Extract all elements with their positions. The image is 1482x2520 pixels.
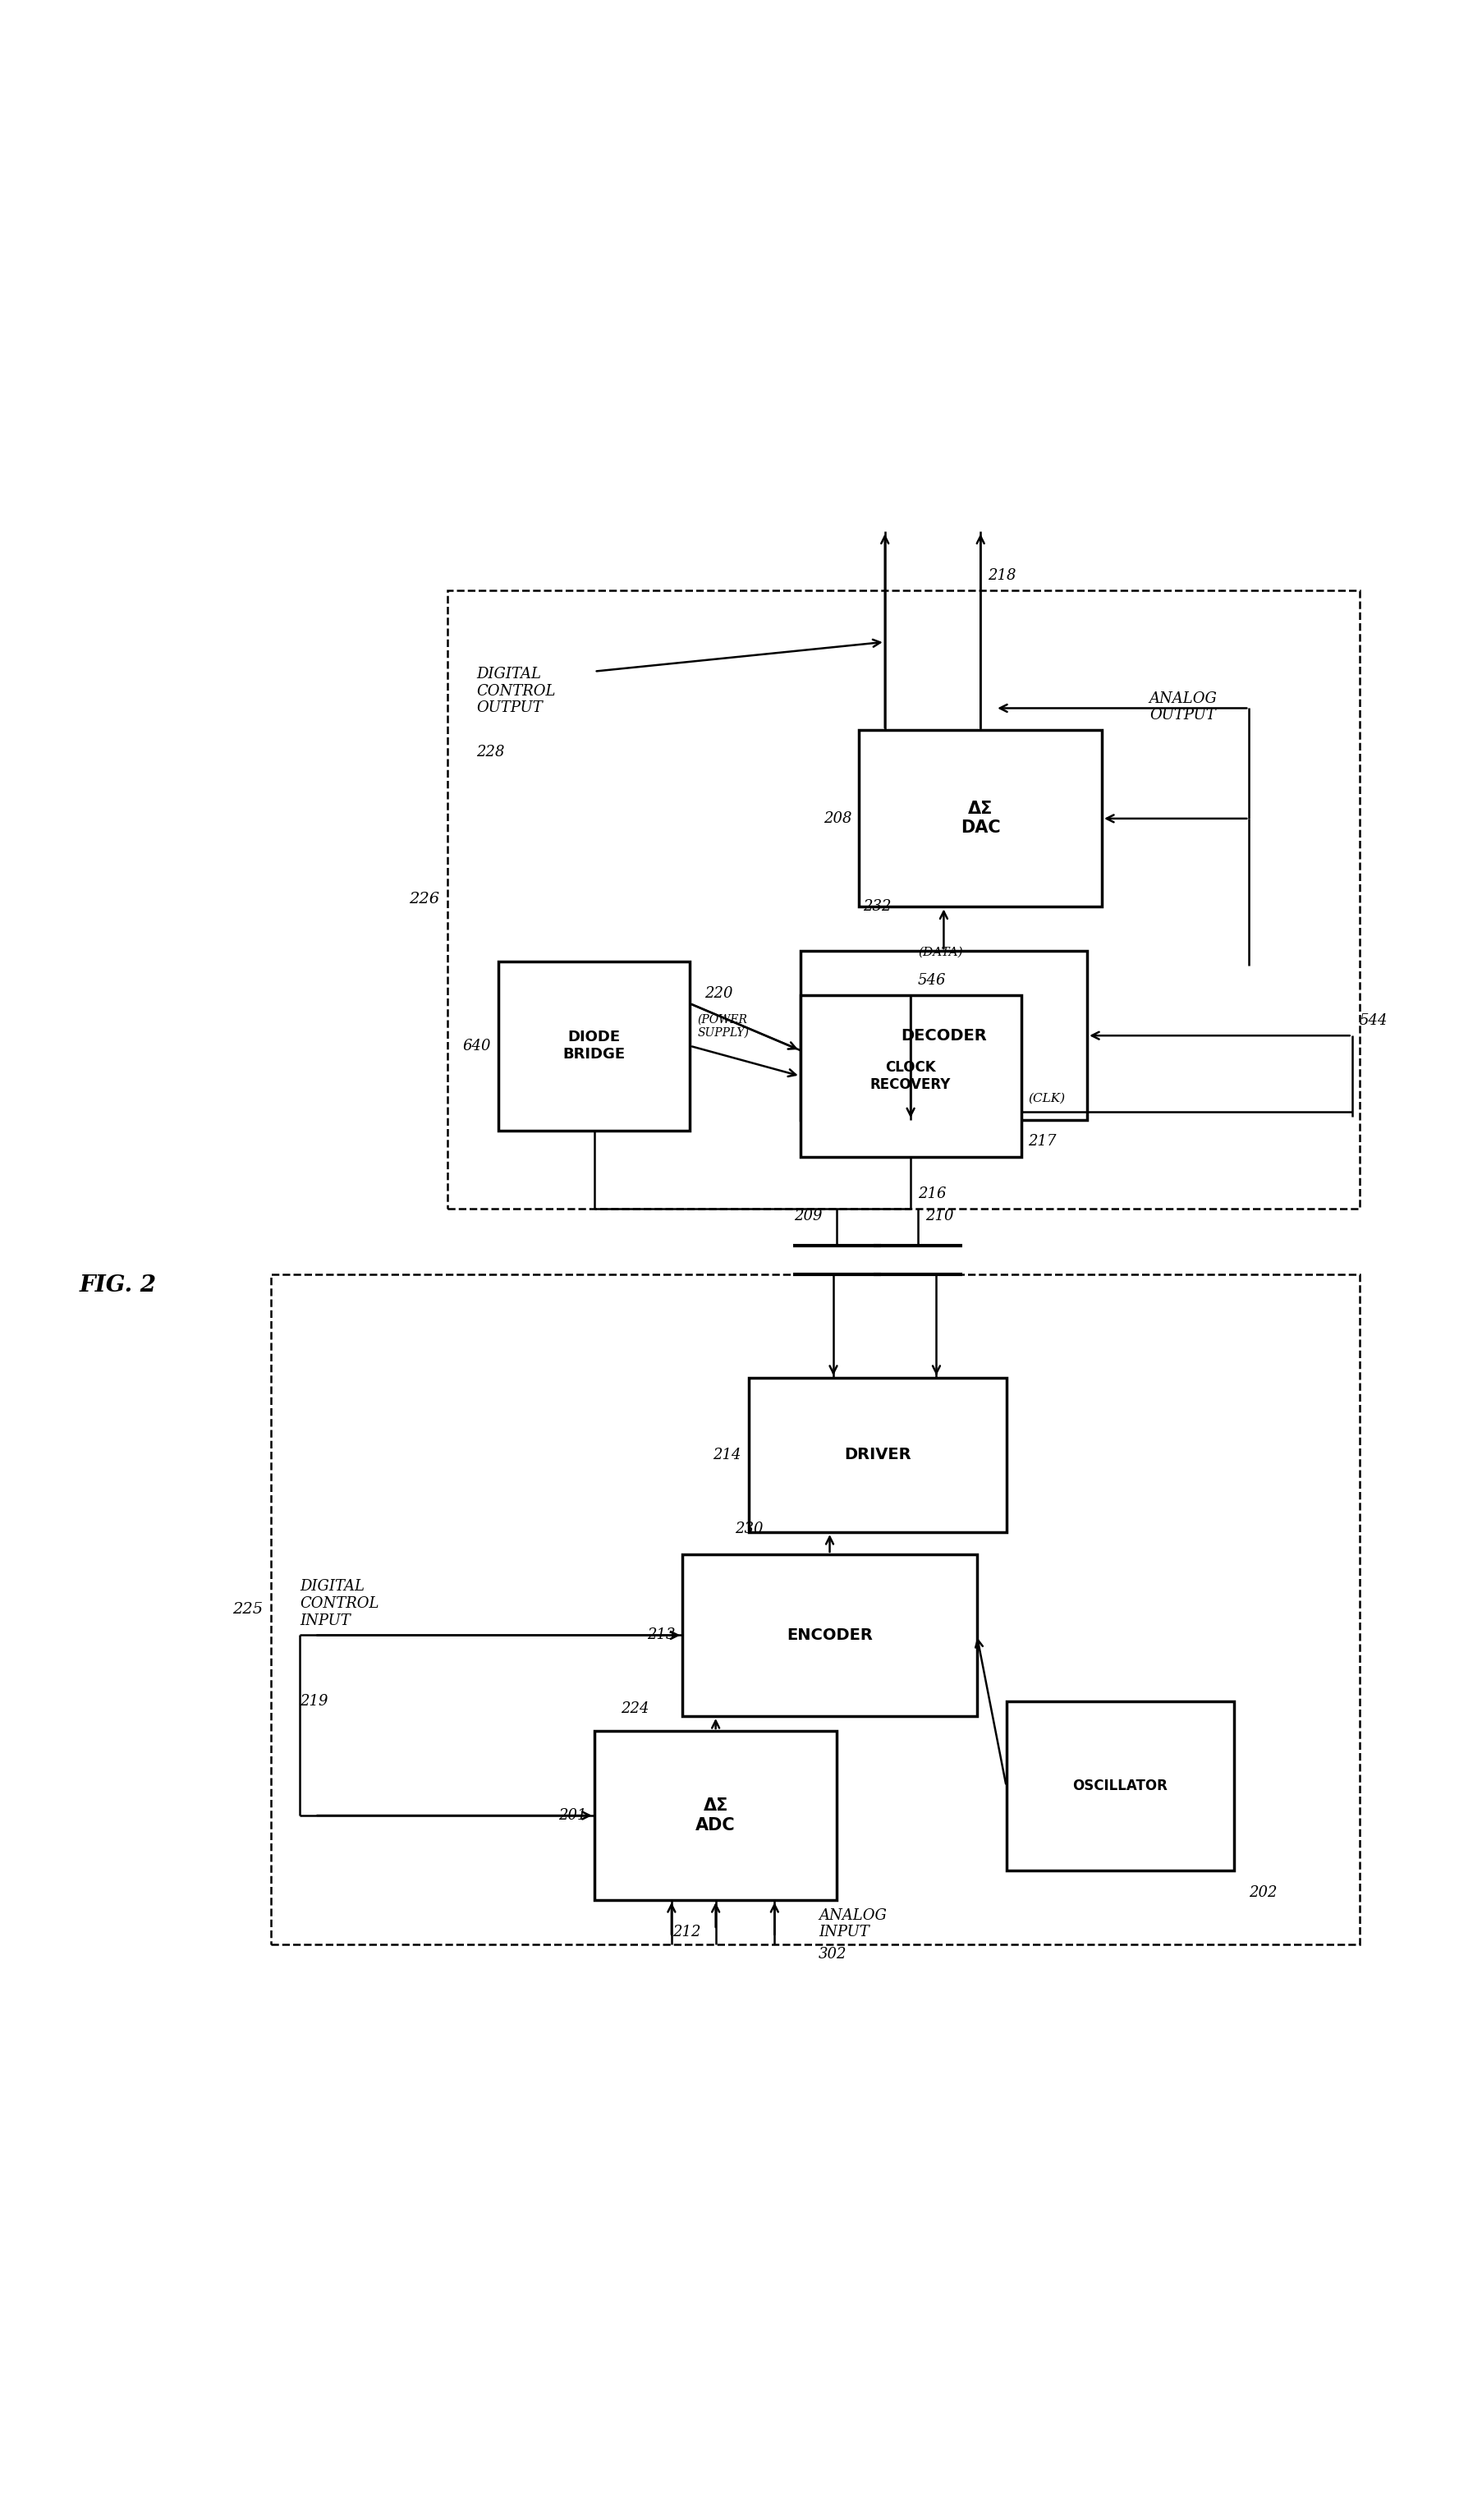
Text: 546: 546 <box>917 973 946 988</box>
Text: 217: 217 <box>1029 1134 1057 1149</box>
Bar <box>748 1378 1006 1532</box>
Text: DRIVER: DRIVER <box>843 1446 910 1462</box>
Text: CLOCK
RECOVERY: CLOCK RECOVERY <box>870 1061 950 1091</box>
Bar <box>858 731 1101 907</box>
Text: DIODE
BRIDGE: DIODE BRIDGE <box>563 1031 625 1061</box>
Text: 225: 225 <box>233 1603 262 1618</box>
Text: 212: 212 <box>673 1925 701 1940</box>
Text: 209: 209 <box>793 1210 823 1222</box>
Bar <box>800 950 1086 1121</box>
Bar <box>800 995 1021 1157</box>
Text: 208: 208 <box>823 811 851 827</box>
Text: 202: 202 <box>1248 1885 1276 1900</box>
Text: 640: 640 <box>462 1038 491 1053</box>
Text: 220: 220 <box>704 985 732 1000</box>
Text: (DATA): (DATA) <box>917 948 962 958</box>
Bar <box>594 1731 837 1900</box>
Text: 224: 224 <box>621 1701 649 1716</box>
Text: 216: 216 <box>917 1187 946 1202</box>
Bar <box>682 1555 977 1716</box>
Text: 228: 228 <box>476 746 504 759</box>
Text: 201: 201 <box>559 1809 587 1822</box>
Text: 219: 219 <box>299 1693 328 1709</box>
Bar <box>448 590 1359 1210</box>
Text: 226: 226 <box>409 892 440 907</box>
Text: OSCILLATOR: OSCILLATOR <box>1071 1779 1168 1794</box>
Text: (POWER
SUPPLY): (POWER SUPPLY) <box>697 1013 748 1038</box>
Text: ΔΣ
DAC: ΔΣ DAC <box>960 801 1000 837</box>
Text: ANALOG
OUTPUT: ANALOG OUTPUT <box>1149 690 1217 723</box>
Text: DECODER: DECODER <box>900 1028 986 1043</box>
Text: 210: 210 <box>925 1210 953 1222</box>
Text: 218: 218 <box>987 570 1015 582</box>
Text: 302: 302 <box>818 1948 846 1963</box>
Text: 544: 544 <box>1359 1013 1387 1028</box>
Text: 232: 232 <box>863 900 891 915</box>
Text: 214: 214 <box>713 1446 741 1462</box>
Text: DIGITAL
CONTROL
INPUT: DIGITAL CONTROL INPUT <box>299 1580 379 1628</box>
Text: 230: 230 <box>735 1522 763 1535</box>
Bar <box>270 1275 1359 1945</box>
Text: FIG. 2: FIG. 2 <box>79 1275 157 1298</box>
Bar <box>498 960 689 1131</box>
Text: ΔΣ
ADC: ΔΣ ADC <box>695 1797 735 1832</box>
Bar <box>1006 1701 1233 1870</box>
Text: ENCODER: ENCODER <box>787 1628 873 1643</box>
Text: (CLK): (CLK) <box>1029 1094 1064 1104</box>
Text: DIGITAL
CONTROL
OUTPUT: DIGITAL CONTROL OUTPUT <box>476 668 556 716</box>
Text: ANALOG
INPUT: ANALOG INPUT <box>818 1908 886 1940</box>
Text: 213: 213 <box>646 1628 674 1643</box>
